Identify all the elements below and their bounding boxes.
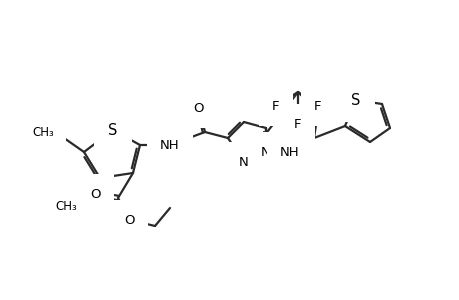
Text: O: O [90,188,101,200]
Text: O: O [193,101,204,115]
Text: CH₃: CH₃ [55,200,77,212]
Text: NH: NH [280,146,299,158]
Text: N: N [239,155,248,169]
Text: NH: NH [160,139,179,152]
Text: N: N [261,146,270,158]
Text: F: F [294,118,301,130]
Text: F: F [313,100,321,112]
Text: S: S [108,122,118,137]
Text: CH₃: CH₃ [32,125,54,139]
Text: F: F [272,100,279,112]
Text: O: O [124,214,135,226]
Text: S: S [351,92,360,107]
